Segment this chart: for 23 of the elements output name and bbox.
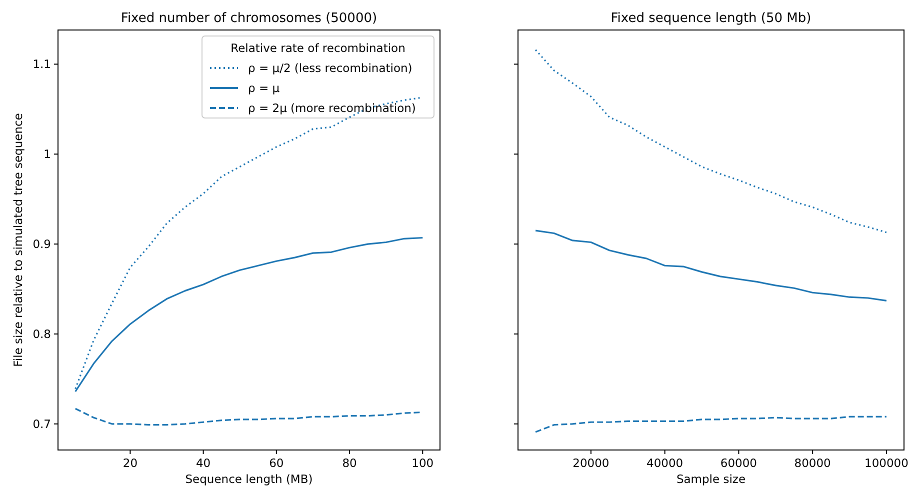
legend-title: Relative rate of recombination <box>230 41 406 55</box>
x-tick-label: 40000 <box>646 456 684 470</box>
y-tick-label: 0.8 <box>32 326 51 341</box>
x-axis-title: Sequence length (MB) <box>185 472 313 486</box>
legend-label: ρ = μ/2 (less recombination) <box>248 61 412 75</box>
x-tick-label: 60 <box>269 456 284 470</box>
y-tick-label: 1.1 <box>32 57 51 72</box>
x-tick-label: 100 <box>412 456 434 470</box>
chart-title: Fixed number of chromosomes (50000) <box>120 11 378 26</box>
chart-title: Fixed sequence length (50 Mb) <box>610 11 812 26</box>
x-tick-label: 80000 <box>794 456 831 470</box>
x-tick-label: 80 <box>342 456 357 470</box>
y-tick-label: 0.9 <box>32 237 51 252</box>
x-axis-title: Sample size <box>676 472 746 486</box>
x-tick-label: 20 <box>122 456 138 470</box>
y-axis-title: File size relative to simulated tree sequence <box>11 113 25 367</box>
x-tick-label: 20000 <box>572 456 610 470</box>
x-tick-label: 100000 <box>864 456 908 470</box>
legend-label: ρ = μ <box>248 81 280 95</box>
x-tick-label: 60000 <box>720 456 757 470</box>
y-tick-label: 0.7 <box>32 416 51 431</box>
x-tick-label: 40 <box>196 456 211 470</box>
y-tick-label: 1 <box>44 147 51 162</box>
